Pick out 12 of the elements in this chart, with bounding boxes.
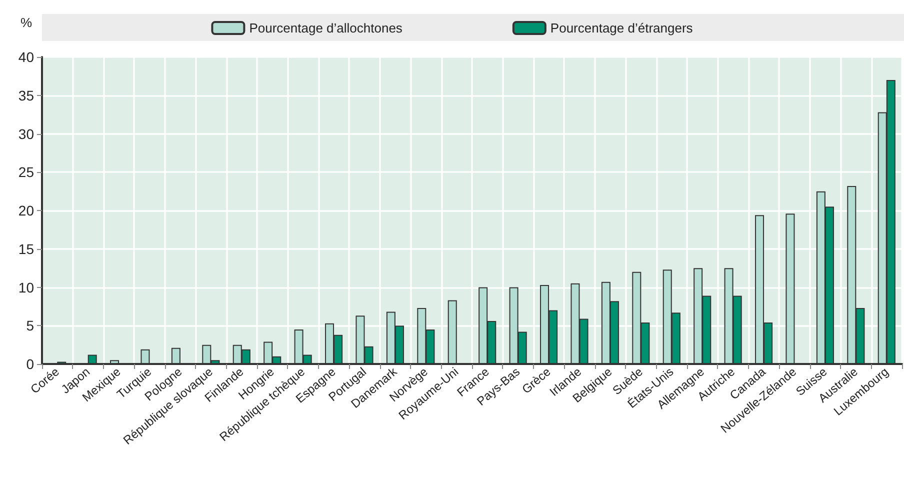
y-tick-label: 5 <box>26 318 34 334</box>
y-tick-label: 0 <box>26 356 34 372</box>
legend-label: Pourcentage d’étrangers <box>550 20 694 36</box>
y-tick-label: 20 <box>18 202 34 218</box>
y-tick-label: 10 <box>18 279 34 296</box>
y-tick-label: 35 <box>18 87 34 104</box>
y-tick-label: 15 <box>18 240 34 257</box>
y-tick-label: 30 <box>18 126 34 142</box>
y-tick-label: 25 <box>18 164 34 180</box>
legend-label: Pourcentage d’allochtones <box>249 20 403 36</box>
y-tick-label: 40 <box>18 49 34 65</box>
y-axis-title: % <box>20 15 32 30</box>
